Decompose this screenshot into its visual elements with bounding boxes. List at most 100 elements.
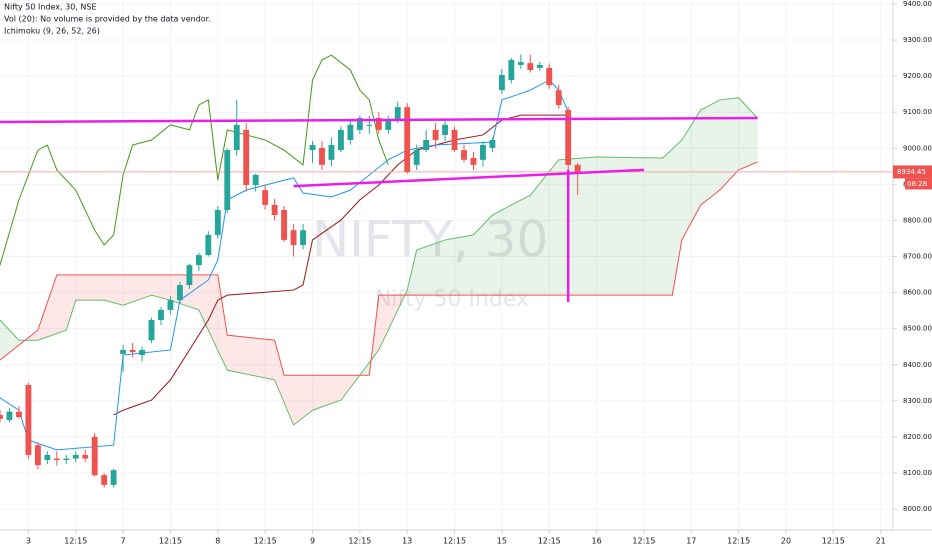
legend-item: Ichimoku (9, 26, 52, 26) — [4, 27, 100, 36]
last-price-label: 8934.45 — [897, 168, 926, 176]
y-tick-label: 8700.00 — [903, 253, 932, 261]
candle-body — [53, 458, 60, 461]
candle-body — [214, 209, 221, 235]
x-tick-label: 12:15 — [254, 537, 277, 546]
candle-body — [139, 349, 145, 356]
chart-title: Nifty 50 Index, 30, NSE — [4, 3, 97, 12]
candle-body — [82, 454, 89, 459]
candle-body — [470, 158, 477, 165]
x-tick-label: 8 — [215, 537, 220, 546]
candle-body — [205, 234, 212, 256]
candle-body — [489, 139, 496, 148]
candle-body — [25, 384, 32, 455]
countdown-label: 08:28 — [907, 180, 927, 188]
candle-body — [129, 349, 136, 353]
x-tick-label: 15 — [497, 537, 507, 546]
candle-body — [498, 75, 505, 91]
candle-body — [72, 454, 79, 459]
y-tick-label: 8200.00 — [903, 433, 932, 441]
y-tick-label: 8000.00 — [903, 505, 932, 513]
candle-body — [243, 129, 250, 186]
candle-body — [432, 129, 439, 140]
candle-body — [423, 139, 430, 151]
y-tick-label: 8300.00 — [903, 397, 932, 405]
candle-body — [120, 349, 127, 354]
x-tick-label: 12:15 — [64, 537, 87, 546]
candle-body — [91, 436, 98, 476]
candle-body — [337, 129, 344, 151]
candle-body — [555, 90, 562, 105]
candle-body — [44, 454, 51, 461]
candle-body — [158, 309, 164, 321]
candle-body — [480, 145, 486, 160]
y-tick-label: 8400.00 — [903, 361, 932, 369]
candle-body — [319, 147, 325, 165]
candle-body — [233, 124, 240, 151]
plot-area — [0, 54, 893, 488]
candle-body — [413, 150, 420, 165]
candle-body — [461, 150, 467, 160]
candle-body — [63, 458, 70, 461]
candle-body — [366, 124, 373, 126]
candle-body — [176, 285, 183, 301]
y-tick-label: 9400.00 — [903, 0, 932, 8]
tenkan-line — [0, 79, 569, 451]
candle-body — [0, 414, 3, 419]
y-tick-label: 8500.00 — [903, 325, 932, 333]
chikou-line — [0, 54, 389, 266]
candle-body — [186, 265, 193, 286]
candle-body — [148, 320, 155, 341]
x-tick-label: 7 — [121, 537, 126, 546]
y-tick-label: 9200.00 — [903, 72, 932, 80]
candle-body — [508, 59, 515, 81]
candle-body — [527, 63, 534, 70]
candle-body — [300, 230, 306, 245]
axes: 8000.00 8100.00 8200.00 8300.00 8400.00 8500.… — [26, 0, 932, 546]
candle-body — [101, 475, 108, 485]
candle-body — [546, 67, 553, 86]
x-tick-label: 12:15 — [632, 537, 655, 546]
y-tick-label: 9300.00 — [903, 36, 932, 44]
x-tick-label: 12:15 — [348, 537, 371, 546]
x-tick-label: 12:15 — [538, 537, 561, 546]
senkou-b-line — [0, 161, 758, 376]
x-tick-label: 16 — [592, 537, 602, 546]
candle-body — [442, 124, 449, 135]
watermark: NIFTY, 30 — [312, 211, 549, 269]
y-tick-label: 8100.00 — [903, 469, 932, 477]
legend-item: Vol (20): No volume is provided by the d… — [4, 15, 211, 24]
x-tick-label: 9 — [310, 537, 315, 546]
trend-line — [0, 116, 758, 124]
kijun-line — [113, 114, 569, 416]
candle-body — [375, 117, 382, 130]
candle-body — [328, 145, 335, 160]
candle-body — [536, 64, 543, 68]
candle-body — [16, 411, 22, 418]
candle-body — [385, 120, 392, 130]
x-tick-label: 13 — [402, 537, 412, 546]
x-tick-label: 17 — [686, 537, 696, 546]
candle-body — [451, 129, 458, 151]
candle-body — [271, 204, 278, 216]
candle-body — [565, 110, 572, 165]
candle-body — [167, 300, 174, 310]
candle-body — [309, 145, 316, 151]
candle-body — [252, 174, 259, 186]
candle-body — [6, 411, 13, 420]
candle-body — [195, 255, 202, 266]
x-tick-label: 20 — [781, 537, 791, 546]
y-tick-label: 8800.00 — [903, 216, 932, 224]
x-tick-label: 12:15 — [822, 537, 845, 546]
x-tick-label: 21 — [876, 537, 886, 546]
candle-body — [34, 445, 41, 466]
candle-body — [290, 230, 297, 245]
y-tick-label: 9000.00 — [903, 144, 932, 152]
x-tick-label: 3 — [26, 537, 31, 546]
x-tick-label: 12:15 — [159, 537, 182, 546]
x-tick-label: 12:15 — [443, 537, 466, 546]
candle-body — [394, 107, 401, 121]
candle-body — [517, 62, 524, 65]
y-tick-label: 9100.00 — [903, 108, 932, 116]
y-tick-label: 8600.00 — [903, 289, 932, 297]
candle-body — [574, 164, 581, 172]
